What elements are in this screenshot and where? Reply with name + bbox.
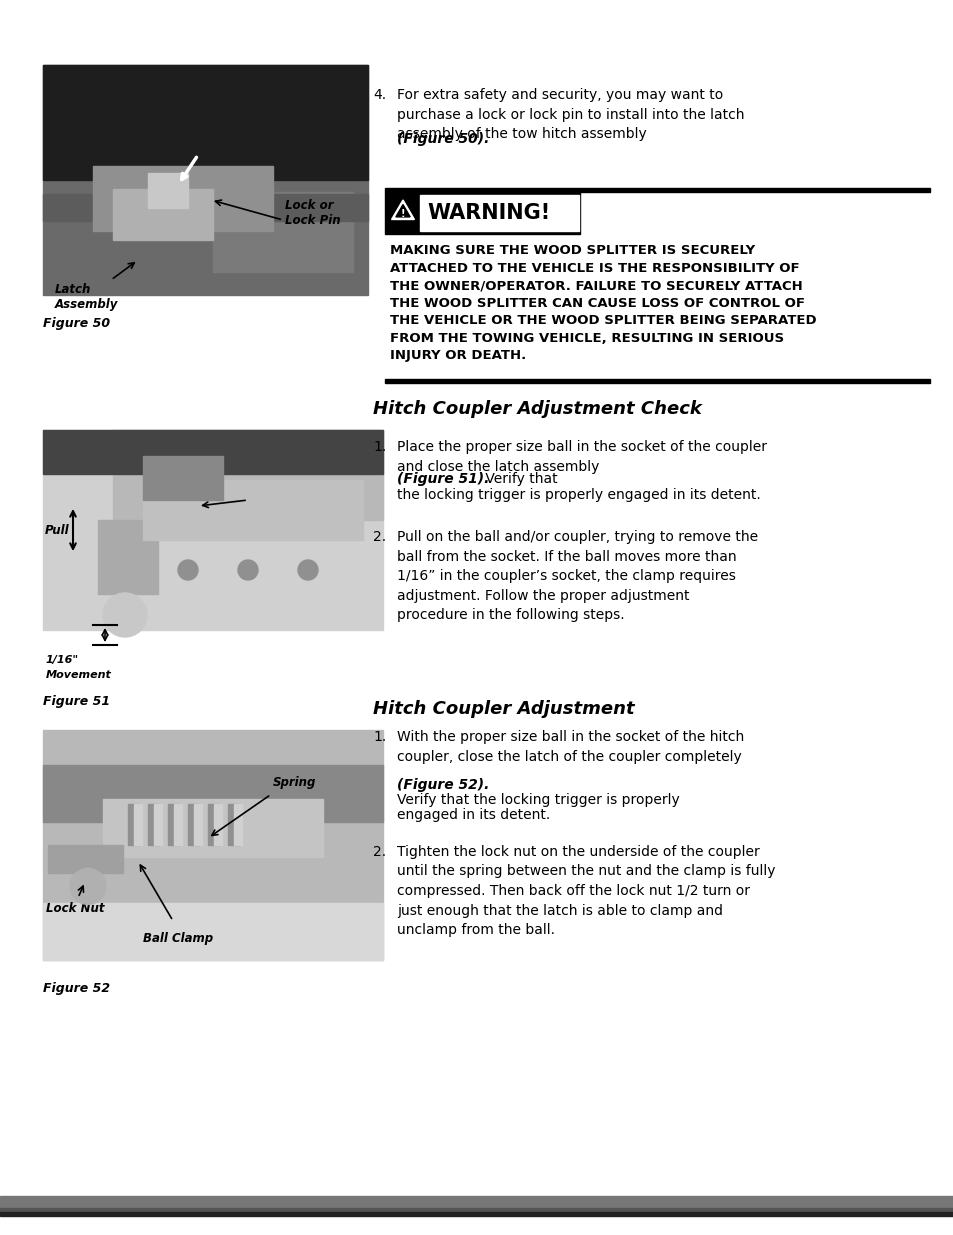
Polygon shape xyxy=(391,200,414,220)
Bar xyxy=(153,804,162,845)
Bar xyxy=(128,804,140,845)
Bar xyxy=(48,845,123,873)
Bar xyxy=(213,804,222,845)
Bar xyxy=(103,799,323,857)
Bar xyxy=(112,189,213,240)
Bar xyxy=(233,804,242,845)
Text: Hitch Coupler Adjustment Check: Hitch Coupler Adjustment Check xyxy=(373,400,701,417)
Bar xyxy=(43,730,382,960)
Bar xyxy=(193,804,202,845)
Circle shape xyxy=(178,559,198,580)
Bar xyxy=(385,188,929,191)
Polygon shape xyxy=(395,205,410,217)
Text: 22-TON VERTICAL/HORIZONTAL WOOD SPLITTER: 22-TON VERTICAL/HORIZONTAL WOOD SPLITTER xyxy=(112,1202,450,1215)
Text: Hitch Coupler Adjustment: Hitch Coupler Adjustment xyxy=(373,700,634,718)
Bar xyxy=(385,379,929,383)
Bar xyxy=(98,520,158,594)
Text: Pull: Pull xyxy=(45,524,70,536)
Text: Tighten the lock nut on the underside of the coupler
until the spring between th: Tighten the lock nut on the underside of… xyxy=(396,845,775,937)
Text: MAKING SURE THE WOOD SPLITTER IS SECURELY
ATTACHED TO THE VEHICLE IS THE RESPONS: MAKING SURE THE WOOD SPLITTER IS SECUREL… xyxy=(390,245,816,362)
Bar xyxy=(419,195,578,231)
Bar xyxy=(188,804,200,845)
Bar xyxy=(213,191,353,272)
Bar xyxy=(92,167,273,231)
Text: Movement: Movement xyxy=(46,671,112,680)
Text: 2.: 2. xyxy=(373,530,386,543)
Bar xyxy=(385,191,579,233)
Bar xyxy=(133,804,142,845)
Text: Figure 50: Figure 50 xyxy=(43,317,110,330)
Text: Place the proper size ball in the socket of the coupler
and close the latch asse: Place the proper size ball in the socket… xyxy=(396,440,766,473)
Circle shape xyxy=(70,868,106,904)
Text: engaged in its detent.: engaged in its detent. xyxy=(396,808,550,823)
Text: 1/16": 1/16" xyxy=(46,655,79,664)
Bar xyxy=(0,1212,953,1216)
Text: (Figure 51).: (Figure 51). xyxy=(396,472,489,487)
Bar xyxy=(148,804,160,845)
Bar xyxy=(43,764,382,823)
Text: Lock Nut: Lock Nut xyxy=(46,903,105,915)
Bar xyxy=(148,173,188,207)
Text: With the proper size ball in the socket of the hitch
coupler, close the latch of: With the proper size ball in the socket … xyxy=(396,730,743,783)
Bar xyxy=(208,804,220,845)
Text: 30: 30 xyxy=(43,1202,60,1215)
Text: Ball Clamp: Ball Clamp xyxy=(143,932,213,946)
Text: (Figure 50).: (Figure 50). xyxy=(396,132,489,146)
Text: Lock or
Lock Pin: Lock or Lock Pin xyxy=(285,199,340,227)
Text: 2.: 2. xyxy=(373,845,386,860)
Text: Pull on the ball and/or coupler, trying to remove the
ball from the socket. If t: Pull on the ball and/or coupler, trying … xyxy=(396,530,758,622)
Bar xyxy=(143,456,223,500)
Bar xyxy=(0,1208,953,1212)
Circle shape xyxy=(237,559,257,580)
Bar xyxy=(43,430,382,474)
Text: Verify that: Verify that xyxy=(480,472,558,487)
Text: 1.: 1. xyxy=(373,730,386,743)
Text: Figure 52: Figure 52 xyxy=(43,982,110,995)
Text: Locking
Trigger: Locking Trigger xyxy=(243,482,292,504)
Text: the locking trigger is properly engaged in its detent.: the locking trigger is properly engaged … xyxy=(396,488,760,501)
Text: Figure 51: Figure 51 xyxy=(43,695,110,708)
Text: WARNING!: WARNING! xyxy=(427,203,550,224)
Circle shape xyxy=(297,559,317,580)
Bar xyxy=(168,804,180,845)
Bar xyxy=(43,903,382,960)
Bar xyxy=(112,430,382,520)
Text: Verify that the locking trigger is properly: Verify that the locking trigger is prope… xyxy=(396,793,679,806)
Text: Spring: Spring xyxy=(273,776,316,789)
Bar xyxy=(43,65,368,180)
Bar xyxy=(173,804,182,845)
Bar xyxy=(43,65,368,295)
Bar xyxy=(143,480,363,540)
Text: Latch
Assembly: Latch Assembly xyxy=(55,283,118,311)
Text: 4.: 4. xyxy=(373,88,386,103)
Bar xyxy=(0,1195,953,1208)
Circle shape xyxy=(103,593,147,637)
Text: 1.: 1. xyxy=(373,440,386,454)
Bar xyxy=(228,804,240,845)
Bar xyxy=(43,430,382,630)
Text: !: ! xyxy=(400,209,405,219)
Bar xyxy=(43,194,368,221)
Text: For extra safety and security, you may want to
purchase a lock or lock pin to in: For extra safety and security, you may w… xyxy=(396,88,743,141)
Text: (Figure 52).: (Figure 52). xyxy=(396,778,489,792)
